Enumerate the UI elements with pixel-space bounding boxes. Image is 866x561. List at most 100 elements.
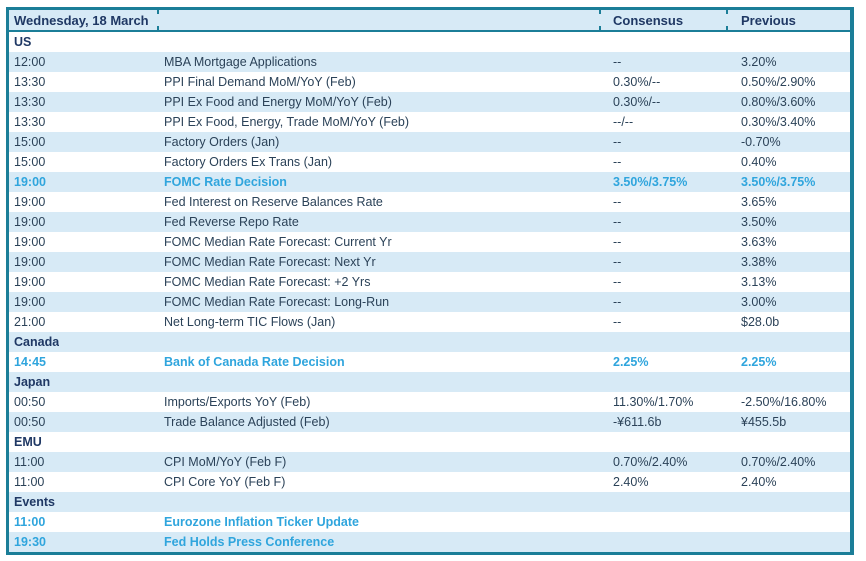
time-cell: 19:00 (14, 215, 46, 229)
event-label: Bank of Canada Rate Decision (164, 355, 345, 369)
event-label: CPI MoM/YoY (Feb F) (164, 455, 287, 469)
time-cell: 13:30 (14, 115, 46, 129)
table-row: 11:00 CPI Core YoY (Feb F) 2.40% 2.40% (9, 472, 850, 492)
table-row: 11:00 CPI MoM/YoY (Feb F) 0.70%/2.40% 0.… (9, 452, 850, 472)
consensus-cell: -- (613, 195, 622, 209)
table-row: 11:00 Eurozone Inflation Ticker Update (9, 512, 850, 532)
header-previous: Previous (741, 13, 796, 28)
column-divider-tick (726, 10, 728, 14)
previous-cell: 3.50% (741, 215, 777, 229)
header-date: Wednesday, 18 March (14, 13, 149, 28)
time-cell: 19:00 (14, 295, 46, 309)
consensus-cell: 0.30%/-- (613, 75, 661, 89)
table-row: 13:30 PPI Final Demand MoM/YoY (Feb) 0.3… (9, 72, 850, 92)
table-row: 14:45 Bank of Canada Rate Decision 2.25%… (9, 352, 850, 372)
time-cell: 19:00 (14, 195, 46, 209)
previous-cell: 3.38% (741, 255, 777, 269)
time-cell: 11:00 (14, 515, 46, 529)
event-label: PPI Final Demand MoM/YoY (Feb) (164, 75, 356, 89)
previous-cell: $28.0b (741, 315, 780, 329)
event-label: Factory Orders (Jan) (164, 135, 280, 149)
event-label: Fed Holds Press Conference (164, 535, 335, 549)
consensus-cell: -- (613, 235, 622, 249)
previous-cell: 3.63% (741, 235, 777, 249)
consensus-cell: -¥611.6b (613, 415, 662, 429)
consensus-cell: -- (613, 255, 622, 269)
previous-cell: -2.50%/16.80% (741, 395, 827, 409)
column-divider-tick (157, 26, 159, 30)
consensus-cell: --/-- (613, 115, 634, 129)
previous-cell (726, 532, 850, 552)
table-row: 13:30 PPI Ex Food, Energy, Trade MoM/YoY… (9, 112, 850, 132)
time-cell: 00:50 (14, 395, 46, 409)
column-divider-tick (157, 10, 159, 14)
previous-cell: 3.50%/3.75% (741, 175, 816, 189)
table-header: Wednesday, 18 March Consensus Previous (9, 10, 850, 32)
column-divider-tick (599, 10, 601, 14)
previous-cell: 0.80%/3.60% (741, 95, 816, 109)
consensus-cell (599, 512, 726, 532)
header-consensus: Consensus (613, 13, 684, 28)
previous-cell: 2.40% (741, 475, 777, 489)
table-row: 19:00 FOMC Median Rate Forecast: Next Yr… (9, 252, 850, 272)
previous-cell: 3.00% (741, 295, 777, 309)
time-cell: 19:00 (14, 235, 46, 249)
event-label: Eurozone Inflation Ticker Update (164, 515, 359, 529)
section-row: Japan (9, 372, 850, 392)
consensus-cell (599, 532, 726, 552)
time-cell: 11:00 (14, 455, 45, 469)
previous-cell: 0.50%/2.90% (741, 75, 816, 89)
consensus-cell: -- (613, 55, 622, 69)
event-label: CPI Core YoY (Feb F) (164, 475, 286, 489)
section-label: Canada (14, 335, 60, 349)
table-row: 19:00 Fed Interest on Reserve Balances R… (9, 192, 850, 212)
table-row: 00:50 Imports/Exports YoY (Feb) 11.30%/1… (9, 392, 850, 412)
section-label: US (14, 35, 32, 49)
table-row: 12:00 MBA Mortgage Applications -- 3.20% (9, 52, 850, 72)
consensus-cell: 0.70%/2.40% (613, 455, 688, 469)
event-label: PPI Ex Food, Energy, Trade MoM/YoY (Feb) (164, 115, 410, 129)
consensus-cell: -- (613, 315, 622, 329)
consensus-cell: -- (613, 275, 622, 289)
previous-cell: 0.40% (741, 155, 777, 169)
section-row: Events (9, 492, 850, 512)
consensus-cell: 2.40% (613, 475, 649, 489)
table-row: 19:00 FOMC Median Rate Forecast: Current… (9, 232, 850, 252)
section-row: US (9, 32, 850, 52)
previous-cell: 3.20% (741, 55, 777, 69)
event-label: Fed Interest on Reserve Balances Rate (164, 195, 383, 209)
table-row: 19:00 FOMC Rate Decision 3.50%/3.75% 3.5… (9, 172, 850, 192)
consensus-cell: 2.25% (613, 355, 649, 369)
table-row: 13:30 PPI Ex Food and Energy MoM/YoY (Fe… (9, 92, 850, 112)
time-cell: 15:00 (14, 135, 46, 149)
table-row: 15:00 Factory Orders (Jan) -- -0.70% (9, 132, 850, 152)
event-label: Imports/Exports YoY (Feb) (164, 395, 311, 409)
time-cell: 11:00 (14, 475, 45, 489)
time-cell: 19:30 (14, 535, 46, 549)
table-body: US 12:00 MBA Mortgage Applications -- 3.… (9, 32, 850, 552)
table-row: 19:00 Fed Reverse Repo Rate -- 3.50% (9, 212, 850, 232)
time-cell: 00:50 (14, 415, 46, 429)
table-row: 00:50 Trade Balance Adjusted (Feb) -¥611… (9, 412, 850, 432)
consensus-cell: 11.30%/1.70% (613, 395, 694, 409)
time-cell: 19:00 (14, 255, 46, 269)
consensus-cell: -- (613, 295, 622, 309)
time-cell: 19:00 (14, 175, 46, 189)
previous-cell (726, 512, 850, 532)
table-row: 15:00 Factory Orders Ex Trans (Jan) -- 0… (9, 152, 850, 172)
table-row: 19:30 Fed Holds Press Conference (9, 532, 850, 552)
previous-cell: ¥455.5b (741, 415, 787, 429)
column-divider-tick (599, 26, 601, 30)
table-row: 19:00 FOMC Median Rate Forecast: +2 Yrs … (9, 272, 850, 292)
table-row: 21:00 Net Long-term TIC Flows (Jan) -- $… (9, 312, 850, 332)
consensus-cell: 3.50%/3.75% (613, 175, 688, 189)
section-label: Japan (14, 375, 51, 389)
event-label: FOMC Median Rate Forecast: Long-Run (164, 295, 390, 309)
section-label: EMU (14, 435, 42, 449)
consensus-cell: 0.30%/-- (613, 95, 661, 109)
time-cell: 15:00 (14, 155, 46, 169)
time-cell: 21:00 (14, 315, 46, 329)
time-cell: 19:00 (14, 275, 46, 289)
column-divider-tick (726, 26, 728, 30)
section-label: Events (14, 495, 55, 509)
